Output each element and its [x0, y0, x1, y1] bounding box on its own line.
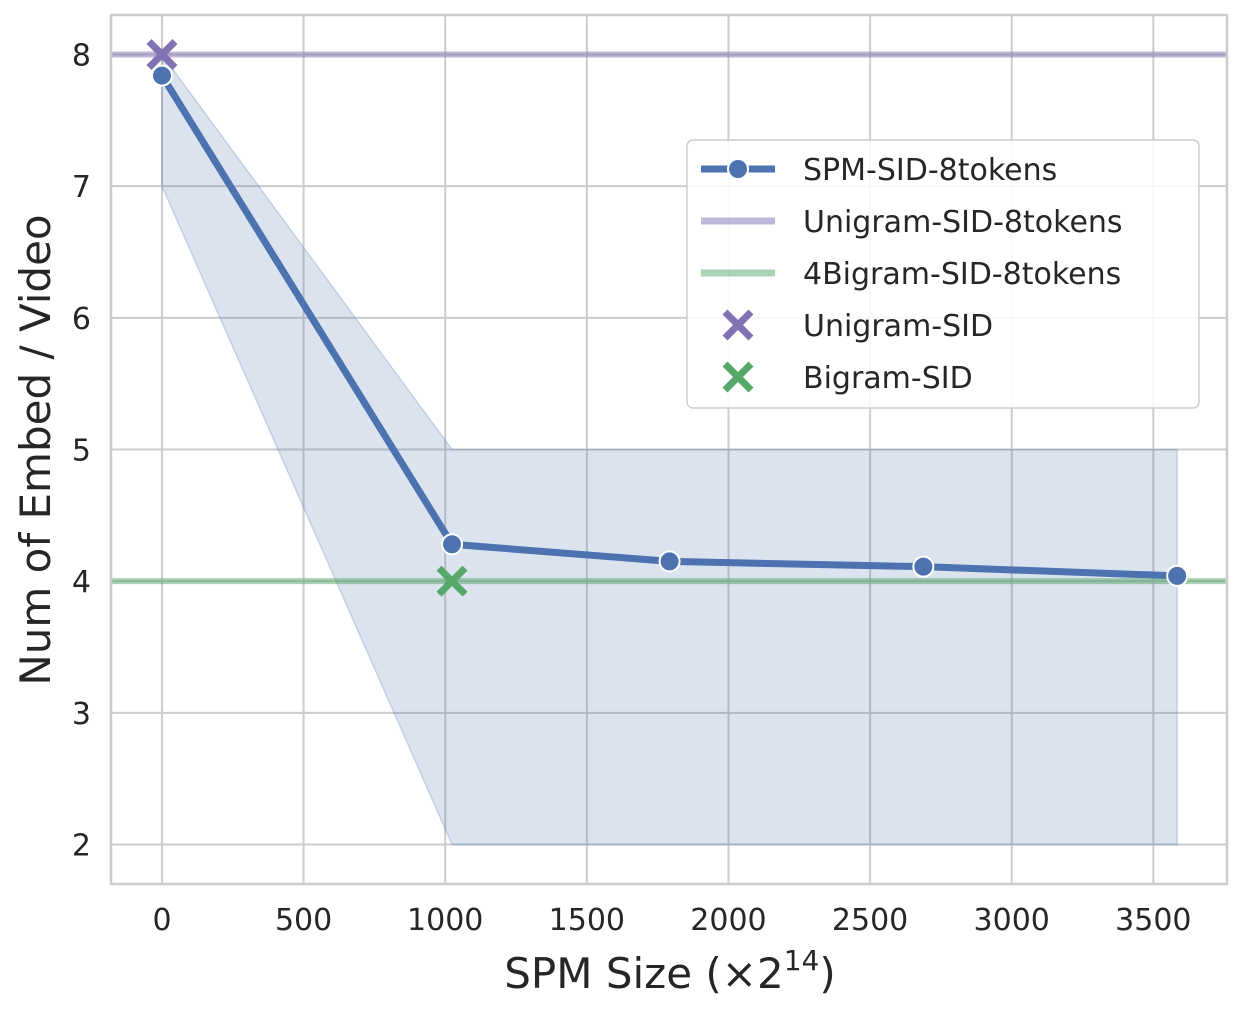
legend-label: Bigram-SID [803, 361, 973, 396]
x-tick-label: 500 [275, 903, 332, 938]
x-marker-bigram-sid [436, 565, 468, 597]
legend-swatch-cross [722, 361, 754, 393]
x-marker-unigram-sid-stroke-b [146, 39, 178, 70]
y-axis-ticks: 2 3 4 5 6 7 8 [72, 39, 91, 864]
x-axis-title-main: SPM Size (×2 [504, 949, 783, 998]
x-tick-label: 1000 [407, 903, 483, 938]
x-marker-unigram-sid [146, 39, 178, 70]
y-tick-label: 5 [72, 434, 91, 469]
legend-label: Unigram-SID-8tokens [803, 205, 1123, 240]
x-tick-label: 2000 [690, 903, 766, 938]
x-axis-ticks: 0 500 1000 1500 2000 2500 3000 3500 [152, 903, 1191, 938]
legend-swatch-cross [722, 309, 754, 341]
legend-label: SPM-SID-8tokens [803, 153, 1057, 188]
x-tick-label: 0 [152, 903, 171, 938]
confidence-band [161, 52, 1178, 846]
y-tick-label: 6 [72, 302, 91, 337]
x-tick-label: 3500 [1115, 903, 1191, 938]
x-tick-label: 3000 [974, 903, 1050, 938]
legend-swatch-marker [727, 158, 749, 180]
x-tick-label: 1500 [549, 903, 625, 938]
legend-label: Unigram-SID [803, 309, 993, 344]
spm-sid-point [1166, 564, 1189, 587]
y-tick-label: 4 [72, 565, 91, 600]
reference-lines [111, 51, 1227, 585]
y-tick-label: 7 [72, 170, 91, 205]
legend-label: 4Bigram-SID-8tokens [803, 257, 1121, 292]
plot-frame [109, 13, 1229, 886]
x-axis-title: SPM Size (×214) [504, 944, 835, 998]
spm-sid-point [150, 64, 173, 87]
y-axis-title: Num of Embed / Video [11, 214, 60, 685]
y-tick-label: 2 [72, 829, 91, 864]
y-tick-label: 8 [72, 39, 91, 74]
x-axis-title-close: ) [819, 949, 835, 998]
spm-sid-point [441, 533, 464, 556]
spm-sid-point [658, 550, 681, 573]
spm-sid-confidence-band [161, 52, 1178, 846]
data-markers [146, 39, 1189, 597]
x-marker-bigram-sid-stroke-b [436, 565, 468, 597]
y-tick-label: 3 [72, 697, 91, 732]
legend: SPM-SID-8tokens Unigram-SID-8tokens 4Bigra… [686, 139, 1200, 409]
legend-swatch-cross-stroke-b [722, 309, 754, 341]
x-axis-title-sup: 14 [784, 944, 820, 977]
legend-swatch-cross-stroke-b [722, 361, 754, 393]
spm-sid-point [912, 555, 935, 578]
legend-box [686, 139, 1200, 409]
x-tick-label: 2500 [832, 903, 908, 938]
